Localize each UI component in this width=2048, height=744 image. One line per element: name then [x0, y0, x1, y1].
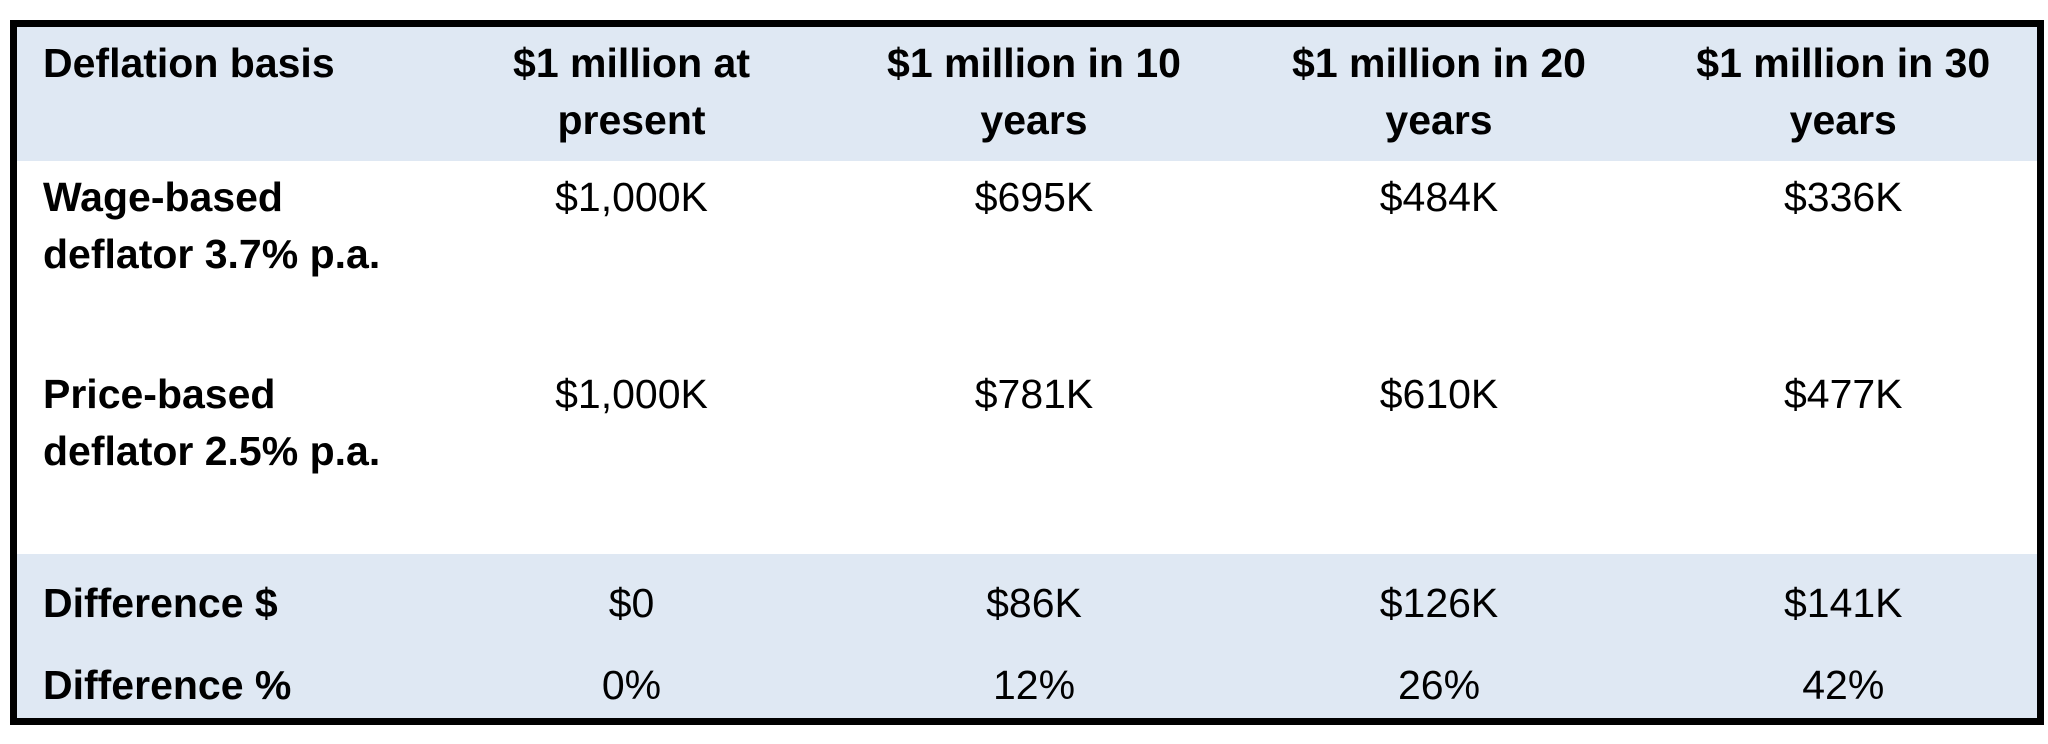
row-label: Wage-based deflator 3.7% p.a. [43, 174, 381, 278]
cell: $336K [1783, 174, 1903, 221]
row-label: Difference % [43, 662, 292, 708]
cell: 12% [992, 662, 1076, 708]
cell: 0% [601, 662, 662, 708]
row-label: Difference $ [43, 580, 278, 627]
header-cell: Deflation basis [43, 40, 335, 86]
cell: 42% [1802, 662, 1885, 708]
cell: $781K [974, 370, 1094, 417]
header-cell: $1 million in 30 years [1696, 40, 1991, 143]
cell: $1,000K [555, 370, 708, 417]
header-cell: $1 million in 10 years [887, 40, 1181, 143]
header-cell: $1 million at present [513, 40, 750, 143]
cell: 26% [1397, 662, 1481, 708]
cell: $141K [1783, 580, 1903, 627]
deflation-table: Deflation basis $1 million at present $1… [10, 20, 2044, 725]
cell: $484K [1379, 174, 1499, 221]
header-cell: $1 million in 20 years [1292, 40, 1586, 143]
row: Wage-based deflator 3.7% p.a. $1,000K $6… [14, 161, 2041, 357]
row: Difference % 0% 12% 26% 42% [13, 653, 2041, 722]
cell: $477K [1783, 370, 1903, 417]
cell: $126K [1379, 580, 1499, 627]
cell: $1,000K [555, 174, 708, 221]
cell: $0 [608, 580, 655, 627]
header-row: Deflation basis $1 million at present $1… [13, 23, 2041, 162]
cell: $86K [986, 580, 1082, 627]
row: Price-based deflator 2.5% p.a. $1,000K $… [14, 358, 2041, 554]
row: Difference $ $0 $86K $126K $141K [13, 554, 2041, 653]
row-label: Price-based deflator 2.5% p.a. [43, 370, 381, 474]
cell: $610K [1379, 370, 1499, 417]
cell: $695K [974, 174, 1094, 221]
